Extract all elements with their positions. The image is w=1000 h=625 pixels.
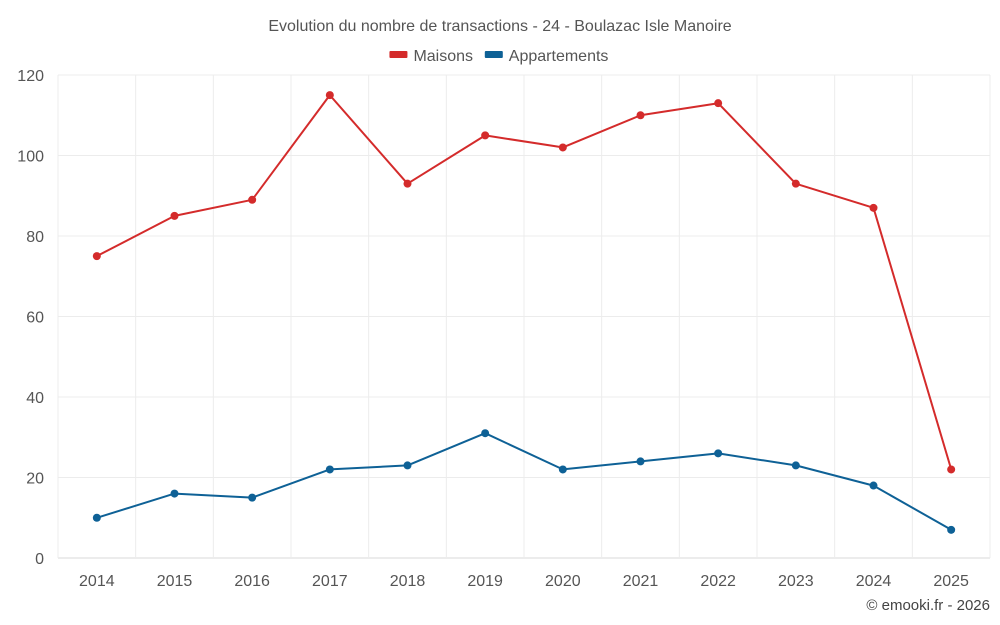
legend-item-maisons[interactable]: Maisons — [389, 48, 473, 65]
data-point[interactable] — [403, 461, 412, 470]
series-maisons — [92, 91, 956, 474]
legend-label: Maisons — [413, 48, 473, 65]
y-tick-label: 80 — [26, 229, 44, 246]
x-tick-label: 2016 — [234, 573, 270, 590]
x-tick-label: 2019 — [467, 573, 503, 590]
data-point[interactable] — [947, 465, 956, 474]
data-point[interactable] — [248, 195, 257, 204]
x-tick-label: 2018 — [390, 573, 426, 590]
y-tick-label: 100 — [17, 149, 44, 166]
data-point[interactable] — [403, 179, 412, 188]
data-point[interactable] — [636, 457, 645, 466]
y-tick-label: 0 — [35, 551, 44, 568]
y-axis: 0 20 40 60 80 100 120 — [17, 68, 44, 568]
y-tick-label: 20 — [26, 471, 44, 488]
grid — [57, 74, 991, 559]
data-point[interactable] — [791, 179, 800, 188]
data-point[interactable] — [170, 489, 179, 498]
data-point[interactable] — [92, 513, 101, 522]
data-point[interactable] — [248, 493, 257, 502]
data-point[interactable] — [92, 252, 101, 261]
series-line — [96, 94, 953, 470]
x-tick-label: 2020 — [545, 573, 581, 590]
data-point[interactable] — [170, 211, 179, 220]
x-tick-label: 2024 — [856, 573, 892, 590]
legend: Maisons Appartements — [389, 48, 608, 65]
data-point[interactable] — [714, 99, 723, 108]
x-tick-label: 2025 — [933, 573, 969, 590]
plot-area — [92, 91, 956, 534]
data-point[interactable] — [558, 465, 567, 474]
x-tick-label: 2014 — [79, 573, 115, 590]
data-point[interactable] — [325, 91, 334, 100]
legend-label: Appartements — [509, 48, 609, 65]
data-point[interactable] — [947, 525, 956, 534]
x-axis: 2014 2015 2016 2017 2018 2019 2020 2021 2022 2023… — [79, 573, 969, 590]
legend-swatch — [389, 51, 408, 58]
data-point[interactable] — [869, 481, 878, 490]
legend-item-appartements[interactable]: Appartements — [484, 48, 609, 65]
data-point[interactable] — [714, 449, 723, 458]
data-point[interactable] — [325, 465, 334, 474]
x-tick-label: 2015 — [157, 573, 193, 590]
y-tick-label: 120 — [17, 68, 44, 85]
credit-text: © emooki.fr - 2026 — [866, 597, 990, 614]
chart-title: Evolution du nombre de transactions - 24… — [268, 18, 731, 35]
x-tick-label: 2021 — [623, 573, 659, 590]
series-line — [96, 432, 952, 531]
data-point[interactable] — [636, 111, 645, 120]
legend-swatch — [484, 51, 503, 58]
data-point[interactable] — [481, 131, 490, 140]
series-appartements — [92, 429, 956, 534]
x-tick-label: 2022 — [700, 573, 736, 590]
data-point[interactable] — [558, 143, 567, 152]
x-tick-label: 2023 — [778, 573, 814, 590]
x-tick-label: 2017 — [312, 573, 348, 590]
data-point[interactable] — [791, 461, 800, 470]
data-point[interactable] — [869, 203, 878, 212]
data-point[interactable] — [481, 429, 490, 438]
y-tick-label: 40 — [26, 390, 44, 407]
y-tick-label: 60 — [26, 310, 44, 327]
